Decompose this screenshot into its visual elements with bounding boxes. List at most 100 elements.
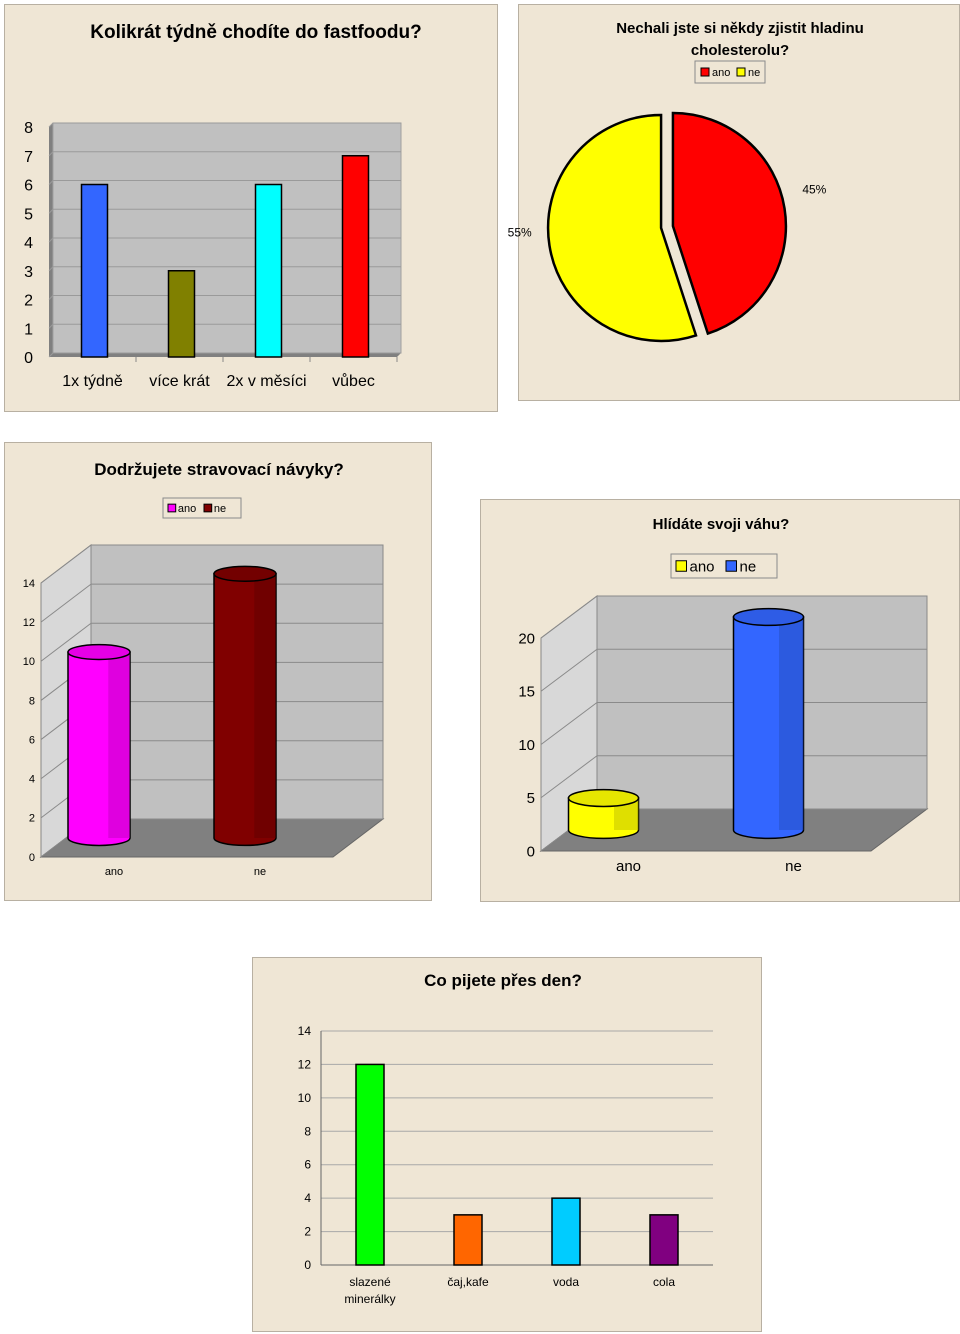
habits-y-tick-label: 0 <box>29 852 35 864</box>
weight-cylinder-top <box>567 788 640 808</box>
habits-legend <box>162 497 242 519</box>
habits-y-tick-label: 6 <box>29 734 35 746</box>
weight-y-tick-label: 10 <box>518 737 535 754</box>
habits-x-tick-label: ne <box>254 866 266 878</box>
habits-chart: Dodržujete stravovací návyky? ano ne 0 2 4 6 8… <box>23 460 385 878</box>
cholesterol-legend-swatch <box>700 67 710 77</box>
habits-cylinder-top <box>213 565 277 582</box>
fastfood-floor <box>49 353 401 357</box>
drinks-bar <box>649 1214 679 1266</box>
drinks-x-tick-label: čaj,kafe <box>447 1275 489 1289</box>
drinks-y-tick-label: 14 <box>298 1024 312 1038</box>
drinks-x-tick-label: slazené <box>349 1275 391 1289</box>
drinks-y-tick-label: 2 <box>304 1225 311 1239</box>
cholesterol-chart-panel: Nechali jste si někdy zjistit hladinu ch… <box>508 4 960 401</box>
fastfood-y-tick-label: 6 <box>24 178 33 195</box>
drinks-y-tick-label: 0 <box>304 1258 311 1272</box>
drinks-x-tick-label: voda <box>553 1275 579 1289</box>
weight-y-tick-label: 5 <box>527 790 535 807</box>
fastfood-x-tick-label: 2x v měsíci <box>226 373 306 390</box>
weight-y-tick-label: 15 <box>518 684 535 701</box>
weight-legend-label: ne <box>740 558 757 575</box>
drinks-x-tick-label: cola <box>653 1275 675 1289</box>
habits-y-tick-label: 8 <box>29 695 35 707</box>
habits-y-tick-label: 12 <box>23 617 35 629</box>
fastfood-gridline-side <box>48 266 54 272</box>
fastfood-chart-panel: Kolikrát týdně chodíte do fastfoodu? 0 1 2… <box>4 4 498 412</box>
weight-legend-swatch <box>675 560 687 572</box>
weight-cylinder-shade <box>779 617 804 830</box>
drinks-x-tick-label: minerálky <box>344 1292 395 1306</box>
drinks-y-tick-label: 10 <box>298 1091 312 1105</box>
fastfood-chart: Kolikrát týdně chodíte do fastfoodu? 0 1 2… <box>24 22 422 390</box>
weight-legend <box>670 553 778 579</box>
habits-x-tick-label: ano <box>105 866 123 878</box>
weight-x-tick-label: ano <box>616 858 641 875</box>
fastfood-y-tick-label: 7 <box>24 149 33 166</box>
cholesterol-pie-value-label: 55% <box>508 225 532 239</box>
habits-chart-panel: Dodržujete stravovací návyky? ano ne 0 2 4 6 8… <box>4 442 432 901</box>
habits-chart-title: Dodržujete stravovací návyky? <box>94 460 343 479</box>
drinks-chart-title: Co pijete přes den? <box>424 971 582 990</box>
cholesterol-pie-value-label: 45% <box>802 183 826 197</box>
cholesterol-pie-slice <box>546 113 698 343</box>
habits-gridline-side <box>40 583 92 623</box>
drinks-y-tick-label: 8 <box>304 1124 311 1138</box>
habits-legend-label: ano <box>178 503 196 515</box>
fastfood-gridline-side <box>48 352 54 358</box>
habits-cylinder-top <box>67 643 131 661</box>
habits-gridline-side <box>40 544 92 584</box>
drinks-chart: Co pijete přes den? 0 2 4 6 8 10 12 14 slazené mi… <box>298 971 713 1306</box>
habits-y-tick-label: 4 <box>29 774 35 786</box>
cholesterol-legend-swatch <box>736 67 746 77</box>
cholesterol-chart: Nechali jste si někdy zjistit hladinu ch… <box>508 20 864 343</box>
fastfood-gridline-side <box>48 295 54 300</box>
fastfood-y-tick-label: 5 <box>24 206 33 223</box>
drinks-bar <box>355 1063 385 1266</box>
fastfood-chart-title: Kolikrát týdně chodíte do fastfoodu? <box>90 22 421 43</box>
drinks-y-tick-label: 12 <box>298 1057 312 1071</box>
fastfood-gridline-side <box>48 323 54 329</box>
drinks-bar <box>453 1214 483 1266</box>
fastfood-bar <box>167 270 196 358</box>
fastfood-gridline-side <box>48 180 54 185</box>
fastfood-bar <box>254 183 283 358</box>
weight-y-tick-label: 20 <box>518 630 535 647</box>
habits-y-tick-label: 14 <box>23 578 35 590</box>
fastfood-gridline-side <box>48 151 54 157</box>
weight-chart: Hlídáte svoji váhu? ano ne 0 5 10 15 20 ano ne <box>518 516 929 875</box>
cholesterol-legend-label: ne <box>748 67 760 79</box>
habits-cylinder-shade <box>254 573 276 838</box>
fastfood-gridline-side <box>48 208 54 214</box>
fastfood-y-tick-label: 0 <box>24 350 33 367</box>
weight-cylinder-top <box>732 607 805 627</box>
weight-gridline-side <box>540 755 598 799</box>
habits-legend-label: ne <box>214 503 226 515</box>
weight-gridline-side <box>540 702 598 745</box>
weight-y-tick-label: 0 <box>527 843 535 860</box>
cholesterol-chart-title-line-2: cholesterolu? <box>691 42 789 59</box>
drinks-chart-panel: Co pijete přes den? 0 2 4 6 8 10 12 14 slazené mi… <box>252 957 762 1332</box>
fastfood-gridline-side <box>48 237 54 243</box>
weight-legend-label: ano <box>690 558 715 575</box>
weight-x-tick-label: ne <box>785 858 802 875</box>
weight-chart-title: Hlídáte svoji váhu? <box>653 516 790 533</box>
weight-legend-swatch <box>725 560 737 572</box>
weight-gridline-side <box>540 595 598 639</box>
fastfood-x-tick-label: více krát <box>149 373 210 390</box>
cholesterol-pie-slice <box>671 111 788 336</box>
habits-legend-swatch <box>203 503 213 513</box>
fastfood-y-tick-label: 8 <box>24 120 33 137</box>
habits-legend-swatch <box>167 503 177 513</box>
fastfood-bar <box>341 155 370 358</box>
weight-chart-panel: Hlídáte svoji váhu? ano ne 0 5 10 15 20 ano ne <box>480 499 960 902</box>
habits-y-tick-label: 10 <box>23 656 35 668</box>
habits-gridline-side <box>40 622 92 662</box>
cholesterol-chart-title-line-1: Nechali jste si někdy zjistit hladinu <box>616 20 864 37</box>
habits-cylinder-shade <box>108 652 130 838</box>
fastfood-bar <box>80 183 109 358</box>
drinks-y-tick-label: 6 <box>304 1158 311 1172</box>
fastfood-y-tick-label: 2 <box>24 293 33 310</box>
drinks-y-tick-label: 4 <box>304 1191 311 1205</box>
fastfood-x-tick-label: 1x týdně <box>62 373 123 390</box>
